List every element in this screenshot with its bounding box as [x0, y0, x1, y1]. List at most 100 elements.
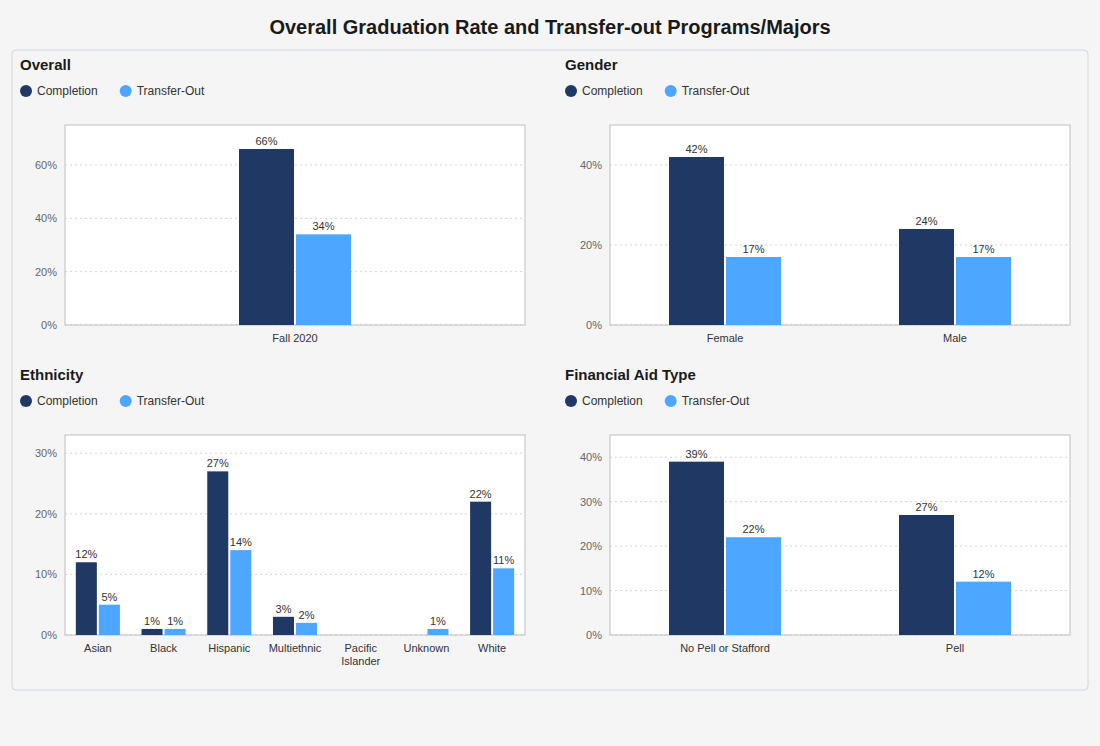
data-labels: 42% 17% 24% 17% — [685, 143, 994, 255]
bar — [142, 629, 163, 635]
panel: OverallCompletionTransfer-Out0%20%40%60%… — [20, 56, 525, 344]
bar — [493, 568, 514, 635]
bar — [362, 635, 383, 636]
plot-frame — [610, 125, 1070, 325]
data-label: 1% — [167, 615, 183, 627]
panel: Gender Completion Transfer-Out 0% 20% 40% 42% 1… — [565, 56, 1070, 344]
data-label: 39% — [685, 448, 707, 460]
bar — [956, 257, 1011, 325]
bar — [339, 635, 360, 636]
grid-line — [65, 165, 525, 166]
panel: EthnicityCompletionTransfer-Out0%10%20%3… — [20, 366, 525, 667]
grid-line — [65, 513, 525, 514]
data-label: 5% — [101, 591, 117, 603]
data-label: 17% — [742, 243, 764, 255]
data-label: 22% — [742, 523, 764, 535]
x-tick-line: Islander — [341, 655, 380, 667]
y-tick-label: 40% — [580, 159, 602, 171]
legend-item: Transfer-Out — [120, 394, 205, 408]
y-tick-label: 20% — [35, 266, 57, 278]
x-tick-line: Hispanic — [208, 642, 251, 654]
x-tick-label: Female — [707, 332, 744, 344]
y-tick-label: 60% — [35, 159, 57, 171]
bar — [207, 471, 228, 635]
y-tick-label: 10% — [580, 585, 602, 597]
plot-area — [65, 125, 525, 325]
y-tick-label: 30% — [580, 496, 602, 508]
plot-area — [610, 435, 1070, 635]
bars — [669, 462, 1011, 635]
y-tick-label: 0% — [586, 629, 602, 641]
legend-item: Completion — [20, 394, 98, 408]
legend-swatch — [20, 395, 32, 407]
data-label: 24% — [915, 215, 937, 227]
data-labels: 66%34% — [255, 135, 334, 232]
x-tick-label: Pell — [946, 642, 964, 654]
y-tick-label: 20% — [580, 540, 602, 552]
x-tick-line: Asian — [84, 642, 112, 654]
x-tick-label: Multiethnic — [269, 642, 322, 654]
x-tick-label: White — [478, 642, 506, 654]
x-tick-line: Black — [150, 642, 177, 654]
x-tick-line: Pell — [946, 642, 964, 654]
legend-swatch — [665, 85, 677, 97]
bar — [726, 537, 781, 635]
legend-swatch — [120, 395, 132, 407]
bar — [726, 257, 781, 325]
legend-label: Completion — [582, 84, 643, 98]
data-label: 11% — [493, 554, 514, 566]
data-label: 27% — [915, 501, 937, 513]
data-label: 27% — [207, 457, 229, 469]
legend-label: Transfer-Out — [137, 84, 205, 98]
bars — [669, 157, 1011, 325]
bar — [956, 582, 1011, 635]
data-label: 42% — [685, 143, 707, 155]
grid-line — [65, 453, 525, 454]
x-tick-line: No Pell or Stafford — [680, 642, 770, 654]
bar — [899, 229, 954, 325]
panel-title: Gender — [565, 56, 618, 73]
x-tick-label: Hispanic — [208, 642, 251, 654]
data-label: 1% — [144, 615, 160, 627]
bar — [470, 502, 491, 635]
y-tick-label: 30% — [35, 447, 57, 459]
data-label: 2% — [299, 609, 315, 621]
x-tick-label: No Pell or Stafford — [680, 642, 770, 654]
figure-title: Overall Graduation Rate and Transfer-out… — [269, 16, 830, 38]
plot-frame — [610, 435, 1070, 635]
data-label: 12% — [972, 568, 994, 580]
bars — [239, 149, 351, 325]
bar — [296, 234, 351, 325]
data-label: 17% — [972, 243, 994, 255]
x-tick-line: Pacific — [345, 642, 378, 654]
bar — [76, 562, 97, 635]
y-tick-label: 0% — [586, 319, 602, 331]
bar — [427, 629, 448, 635]
data-label: 1% — [430, 615, 446, 627]
data-labels: 39% 22% 27% 12% — [685, 448, 994, 580]
plot-area — [65, 435, 525, 635]
data-label: 66% — [255, 135, 277, 147]
x-tick-label: Male — [943, 332, 967, 344]
legend-label: Completion — [582, 394, 643, 408]
legend-swatch — [565, 85, 577, 97]
x-tick-line: Fall 2020 — [272, 332, 317, 344]
chart-root: Overall Graduation Rate and Transfer-out… — [0, 0, 1100, 746]
legend-label: Transfer-Out — [682, 84, 750, 98]
grid-line — [65, 271, 525, 272]
legend-swatch — [665, 395, 677, 407]
legend-item: Completion — [565, 84, 643, 98]
x-tick-label: PacificIslander — [341, 642, 380, 667]
y-tick-label: 20% — [580, 239, 602, 251]
y-tick-label: 10% — [35, 568, 57, 580]
y-tick-label: 40% — [35, 212, 57, 224]
panel-title: Overall — [20, 56, 71, 73]
bar — [165, 629, 186, 635]
x-tick-label: Asian — [84, 642, 112, 654]
grid-line — [65, 574, 525, 575]
y-tick-label: 40% — [580, 451, 602, 463]
panel: Financial Aid TypeCompletionTransfer-Out… — [565, 366, 1070, 654]
plot-frame — [65, 435, 525, 635]
x-tick-line: Unknown — [403, 642, 449, 654]
bars — [76, 471, 514, 635]
